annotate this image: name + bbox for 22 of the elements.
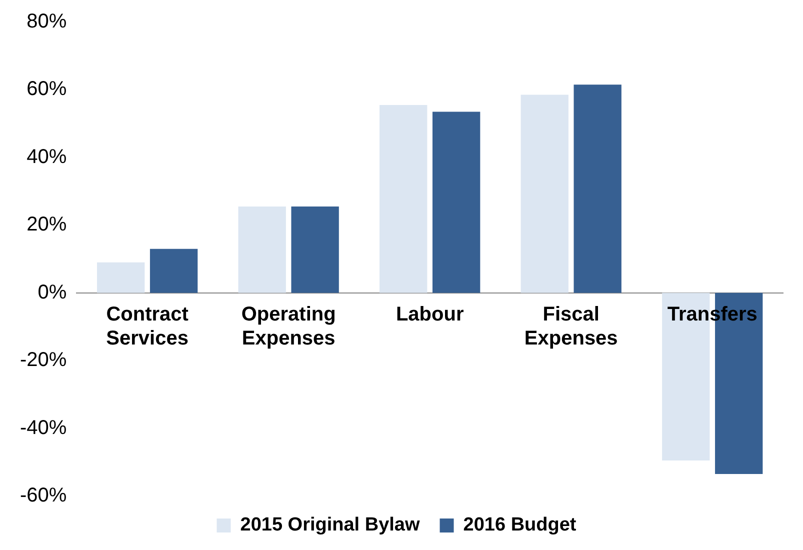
bar [291, 206, 339, 293]
x-tick-label: Contract Services [106, 303, 189, 350]
y-tick-label: 80% [26, 10, 67, 33]
bar [96, 262, 145, 293]
bar [238, 206, 286, 293]
y-tick-label: 40% [26, 146, 67, 168]
y-tick-label: 20% [26, 214, 67, 236]
y-tick-label: 60% [26, 78, 67, 100]
y-tick-label: 0% [38, 281, 67, 304]
bar [574, 84, 622, 293]
x-tick-label: Fiscal Expenses [524, 303, 618, 350]
bar [380, 104, 428, 293]
y-tick-label: -40% [20, 416, 67, 439]
bar [150, 248, 198, 293]
bar [520, 94, 568, 293]
bar [432, 112, 480, 293]
legend-label: 2016 Budget [463, 514, 577, 536]
y-tick-label: -60% [20, 484, 67, 507]
y-tick-label: -20% [20, 349, 67, 372]
legend-label: 2015 Original Bylaw [240, 514, 420, 536]
x-tick-label: Labour [396, 303, 464, 326]
x-tick-label: Operating Expenses [241, 303, 336, 350]
